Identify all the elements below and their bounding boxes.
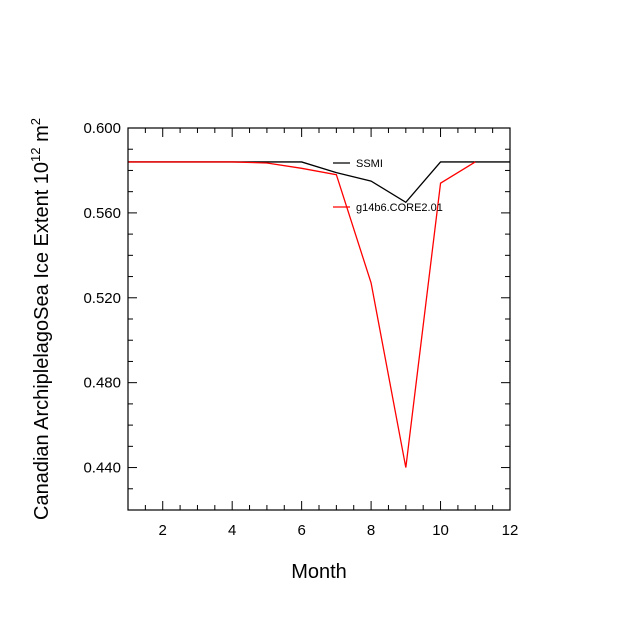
x-tick-label: 10 <box>432 522 449 539</box>
x-tick-label: 6 <box>297 522 305 539</box>
y-axis-title: Canadian ArchiplelagoSea Ice Extent 1012… <box>28 118 53 520</box>
legend: SSMI g14b6.CORE2.01 <box>333 158 443 214</box>
legend-label: SSMI <box>356 158 383 170</box>
series-line-model <box>128 161 476 468</box>
x-tick-label: 2 <box>159 522 167 539</box>
y-axis-title-exponent: 12 <box>28 147 43 161</box>
series-layer <box>128 161 510 468</box>
y-tick-label: 0.440 <box>83 460 121 477</box>
series-line-ssmi <box>128 161 510 204</box>
x-tick-label: 8 <box>367 522 375 539</box>
y-tick-label: 0.520 <box>83 290 121 307</box>
y-axis-title-main: Canadian ArchiplelagoSea Ice Extent 10 <box>31 162 53 520</box>
plot-frame <box>127 127 511 511</box>
y-tick-label: 0.480 <box>83 375 121 392</box>
x-tick-label: 4 <box>228 522 236 539</box>
x-axis-title: Month <box>291 561 347 583</box>
legend-label: g14b6.CORE2.01 <box>356 202 443 214</box>
y-axis-title-unit-exponent: 2 <box>28 118 43 125</box>
ticks-layer: 2 4 6 8 10 12 0.440 0.480 0.520 0.560 0.600 <box>83 120 518 539</box>
y-tick-label: 0.560 <box>83 205 121 222</box>
y-tick-label: 0.600 <box>83 120 121 137</box>
x-tick-label: 12 <box>502 522 519 539</box>
y-axis-title-unit: m <box>31 125 53 147</box>
